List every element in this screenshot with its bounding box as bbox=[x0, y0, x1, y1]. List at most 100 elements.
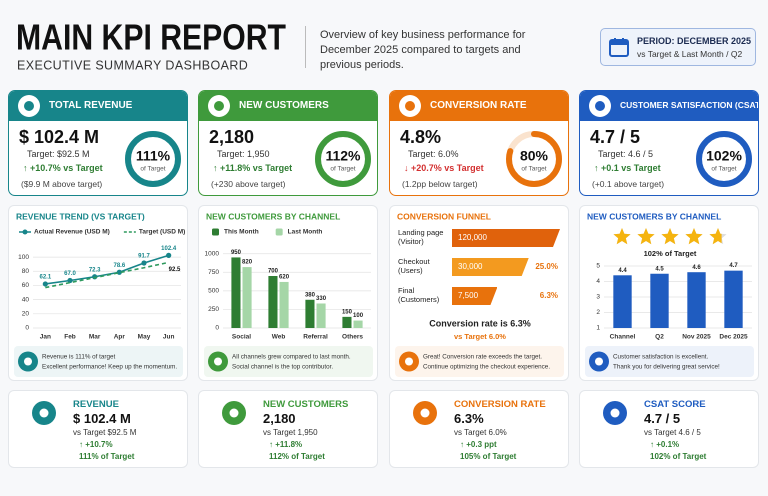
icon-dot bbox=[229, 408, 239, 418]
kpi-change: ↓ +20.7% vs Target bbox=[404, 163, 484, 173]
kpi-target: Target: 1,950 bbox=[217, 149, 270, 159]
data-label: 950 bbox=[231, 250, 242, 256]
bar bbox=[353, 320, 363, 328]
bar bbox=[687, 272, 706, 328]
y-tick-label: 5 bbox=[596, 263, 600, 270]
ring-arc bbox=[315, 131, 371, 187]
x-tick-label: Feb bbox=[64, 334, 76, 341]
data-label: 62.1 bbox=[39, 275, 51, 281]
legend-label: This Month bbox=[224, 229, 259, 236]
data-label: 67.0 bbox=[64, 271, 76, 277]
summary-card: REVENUE $ 102.4 M vs Target $92.5 M ↑ +10.7… bbox=[8, 390, 188, 468]
summary-target: vs Target 6.0% bbox=[454, 428, 507, 437]
icon-dot bbox=[24, 101, 34, 111]
summary-share: 111% of Target bbox=[79, 452, 135, 461]
x-tick-label: Dec 2025 bbox=[719, 334, 748, 341]
icon-dot bbox=[420, 408, 430, 418]
funnel-summary-note: vs Target 6.0% bbox=[454, 332, 506, 341]
summary-title: REVENUE bbox=[73, 399, 119, 410]
funnel-stage: Final (Customers) bbox=[398, 286, 440, 304]
chart-panel: REVENUE TREND (VS TARGET) Revenue is 111%… bbox=[8, 205, 188, 381]
y-tick-label: 100 bbox=[18, 254, 29, 261]
kpi-ring: 80% of Target bbox=[506, 131, 562, 187]
chart: REVENUE TREND (VS TARGET) Revenue is 111%… bbox=[14, 211, 185, 377]
bar bbox=[724, 270, 743, 328]
chart-panel: NEW CUSTOMERS BY CHANNEL All channels gre… bbox=[198, 205, 378, 381]
y-tick-label: 0 bbox=[25, 325, 29, 332]
point bbox=[166, 252, 172, 258]
y-tick-label: 60 bbox=[22, 282, 30, 289]
summary-title: CONVERSION RATE bbox=[454, 399, 546, 410]
ring-caption: of Target bbox=[711, 166, 736, 173]
ring-label: 102% bbox=[706, 148, 742, 164]
legend-swatch bbox=[212, 228, 219, 236]
x-tick-label: May bbox=[138, 334, 151, 341]
kpi-card-header: CONVERSION RATE bbox=[390, 91, 568, 121]
kpi-value: 4.7 / 5 bbox=[590, 127, 641, 147]
bar bbox=[613, 275, 632, 328]
note-text: Great! Conversion rate exceeds the targe… bbox=[423, 354, 542, 361]
legend-label: Actual Revenue (USD M) bbox=[34, 229, 110, 236]
chart: NEW CUSTOMERS BY CHANNEL Customer satisfa… bbox=[585, 211, 754, 377]
chart-panel: NEW CUSTOMERS BY CHANNEL Customer satisfa… bbox=[579, 205, 759, 381]
kpi-icon bbox=[399, 95, 421, 117]
kpi-change: ↑ +0.1 vs Target bbox=[594, 163, 661, 173]
kpi-value: 4.8% bbox=[400, 127, 442, 147]
kpi-title: NEW CUSTOMERS bbox=[239, 100, 329, 111]
note-box bbox=[204, 346, 373, 377]
summary-title: CSAT SCORE bbox=[644, 399, 706, 410]
note-text: Continue optimizing the checkout experie… bbox=[423, 364, 550, 371]
legend-dot bbox=[22, 229, 28, 235]
legend-label: Target (USD M) bbox=[139, 229, 185, 236]
data-label: 4.7 bbox=[729, 263, 738, 269]
summary-value: 6.3% bbox=[454, 411, 484, 426]
icon-dot bbox=[214, 101, 224, 111]
summary-card: CSAT SCORE 4.7 / 5 vs Target 4.6 / 5 ↑ +0.1… bbox=[579, 390, 759, 468]
point bbox=[67, 277, 73, 284]
data-label: 4.6 bbox=[692, 265, 701, 271]
kpi-title: CUSTOMER SATISFACTION (CSAT) bbox=[620, 100, 759, 110]
y-tick-label: 20 bbox=[22, 311, 30, 318]
kpi-title: TOTAL REVENUE bbox=[49, 100, 133, 111]
bar bbox=[231, 257, 241, 328]
kpi-card-header: TOTAL REVENUE bbox=[9, 91, 187, 121]
note-box bbox=[14, 346, 183, 377]
calendar-icon bbox=[609, 38, 629, 57]
chart: CONVERSION FUNNEL Great! Conversion rate … bbox=[395, 211, 564, 377]
summary-card: CONVERSION RATE 6.3% vs Target 6.0% ↑ +0.3 … bbox=[389, 390, 569, 468]
note-box bbox=[395, 346, 564, 377]
chart-panel: CONVERSION FUNNEL Great! Conversion rate … bbox=[389, 205, 569, 381]
summary-target: vs Target 4.6 / 5 bbox=[644, 428, 701, 437]
line bbox=[45, 254, 169, 285]
summary-change: ↑ +10.7% bbox=[79, 440, 113, 449]
ring-label: 112% bbox=[325, 148, 361, 164]
data-label: 820 bbox=[242, 260, 253, 266]
note-text: Revenue is 111% of target bbox=[42, 354, 116, 361]
note-text: Thank you for delivering great service! bbox=[613, 364, 720, 371]
chart-title: NEW CUSTOMERS BY CHANNEL bbox=[587, 211, 721, 221]
summary-target: vs Target 1,950 bbox=[263, 428, 318, 437]
data-label: 72.3 bbox=[89, 267, 101, 273]
y-tick-label: 3 bbox=[596, 294, 600, 301]
summary-share: 102% of Target bbox=[650, 452, 707, 461]
summary-share: 105% of Target bbox=[460, 452, 517, 461]
kpi-target: Target: 6.0% bbox=[408, 149, 459, 159]
funnel-value: 120,000 bbox=[458, 233, 487, 242]
point bbox=[42, 281, 48, 287]
ring-caption: of Target bbox=[140, 166, 165, 173]
description: Overview of key business performance for… bbox=[320, 29, 526, 71]
note-icon-dot bbox=[24, 357, 32, 366]
y-tick-label: 1000 bbox=[205, 250, 220, 257]
x-tick-label: Others bbox=[342, 334, 363, 341]
data-label: 4.4 bbox=[618, 268, 627, 274]
icon-dot bbox=[610, 408, 620, 418]
kpi-note: (+0.1 above target) bbox=[592, 179, 665, 189]
ring-label: 80% bbox=[520, 148, 549, 164]
chart: NEW CUSTOMERS BY CHANNEL All channels gre… bbox=[204, 211, 373, 377]
bar bbox=[279, 281, 289, 328]
x-tick-label: Apr bbox=[114, 334, 126, 341]
star bbox=[709, 228, 722, 245]
ring-caption: of Target bbox=[521, 166, 546, 173]
kpi-title: CONVERSION RATE bbox=[430, 100, 527, 111]
